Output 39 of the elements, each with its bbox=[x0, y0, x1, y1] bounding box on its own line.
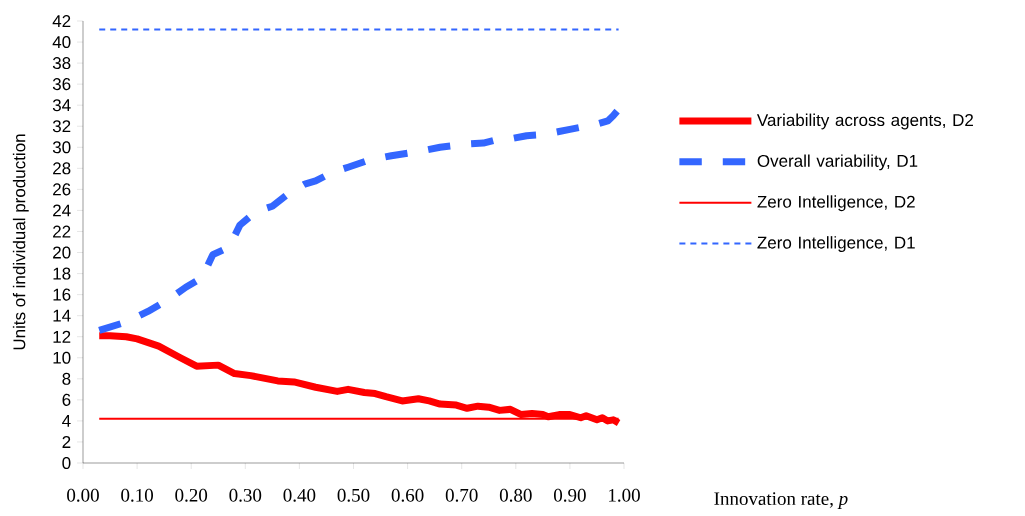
y-tick-label: 16 bbox=[53, 288, 71, 301]
x-axis-title: Innovation rate, p bbox=[714, 492, 848, 509]
y-tick-label: 28 bbox=[53, 162, 71, 175]
y-tick-label: 2 bbox=[62, 436, 71, 448]
y-tick-label: 36 bbox=[52, 78, 71, 91]
legend-label: Zero Intelligence, D2 bbox=[757, 195, 915, 212]
y-tick-label: 18 bbox=[53, 267, 71, 280]
y-tick-label: 14 bbox=[53, 309, 71, 322]
y-tick-label: 30 bbox=[52, 141, 71, 154]
x-tick-label: 0.50 bbox=[337, 488, 370, 502]
y-tick-label: 42 bbox=[52, 15, 71, 27]
x-tick-label: 1.00 bbox=[609, 488, 640, 502]
y-tick-label: 38 bbox=[52, 57, 71, 70]
y-tick-label: 0 bbox=[62, 456, 71, 470]
y-tick-label: 24 bbox=[53, 204, 71, 217]
x-tick-label: 0.30 bbox=[229, 488, 262, 502]
y-tick-label: 12 bbox=[53, 330, 71, 343]
y-tick-label: 6 bbox=[62, 393, 71, 406]
y-tick-label: 34 bbox=[52, 99, 71, 112]
y-tick-label: 22 bbox=[53, 225, 71, 238]
y-tick-label: 4 bbox=[62, 415, 71, 427]
x-tick-label: 0.20 bbox=[175, 488, 208, 502]
legend-label: Variability across agents, D2 bbox=[756, 113, 973, 130]
x-tick-label: 0.90 bbox=[554, 488, 586, 502]
legend-label: Zero Intelligence, D1 bbox=[757, 236, 915, 252]
legend-label: Overall variability, D1 bbox=[757, 154, 918, 171]
x-tick-label: 0.60 bbox=[391, 488, 424, 502]
x-tick-label: 0.80 bbox=[499, 488, 532, 502]
y-tick-label: 20 bbox=[53, 246, 71, 259]
x-tick-label: 0.00 bbox=[67, 488, 99, 502]
y-tick-label: 10 bbox=[53, 351, 71, 364]
x-tick-label: 0.10 bbox=[121, 488, 154, 502]
y-tick-label: 32 bbox=[52, 120, 71, 133]
x-tick-label: 0.70 bbox=[445, 488, 478, 502]
y-axis-title: Units of individual production bbox=[12, 134, 29, 350]
y-tick-label: 26 bbox=[53, 183, 71, 196]
y-tick-label: 8 bbox=[62, 372, 71, 385]
x-tick-label: 0.40 bbox=[283, 488, 316, 502]
y-tick-label: 40 bbox=[52, 36, 71, 49]
